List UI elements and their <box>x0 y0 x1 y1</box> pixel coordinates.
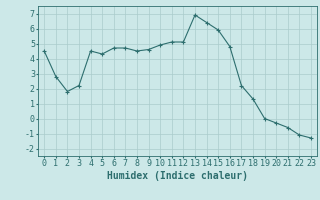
X-axis label: Humidex (Indice chaleur): Humidex (Indice chaleur) <box>107 171 248 181</box>
